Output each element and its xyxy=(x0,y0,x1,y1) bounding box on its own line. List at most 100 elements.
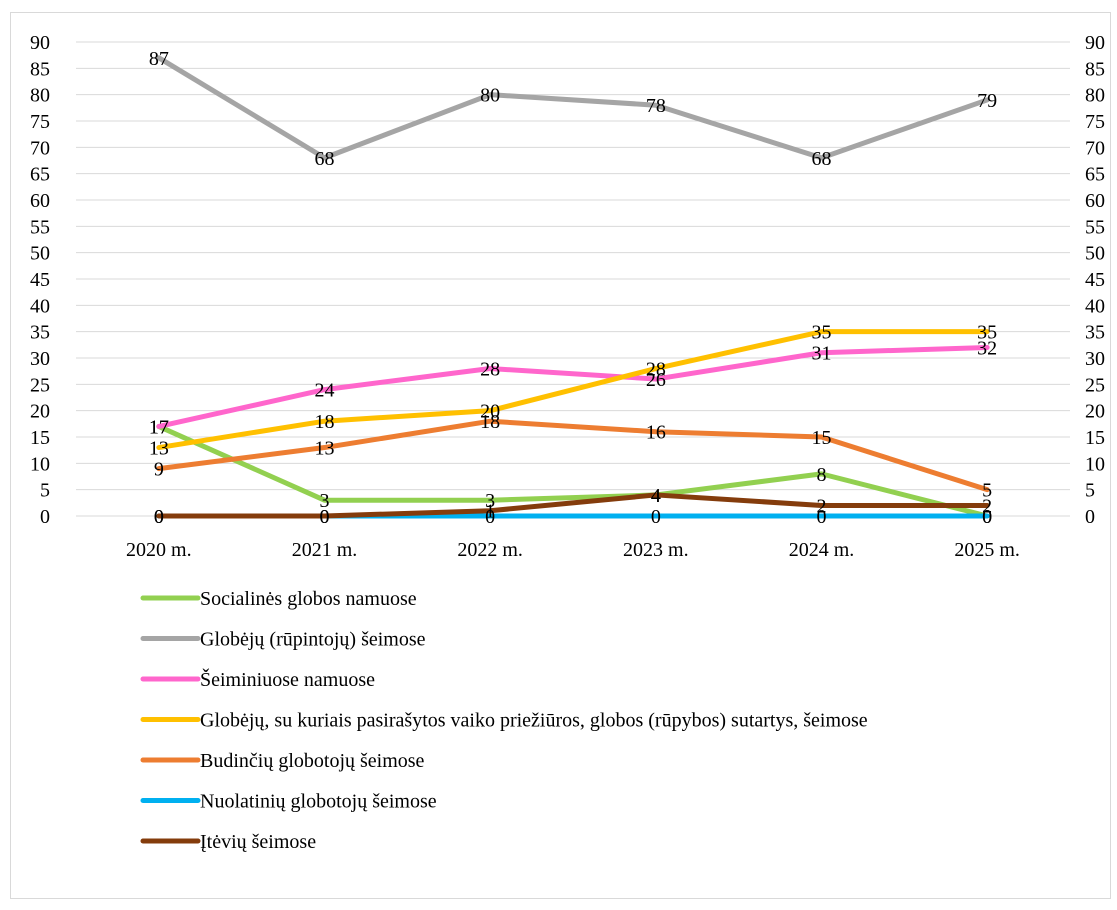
gridlines xyxy=(76,41,1070,517)
data-label: 68 xyxy=(812,148,832,170)
data-label: 28 xyxy=(646,359,666,381)
x-tick-label: 2023 m. xyxy=(623,539,689,561)
data-label: 26 xyxy=(646,369,666,391)
legend-label: Įtėvių šeimose xyxy=(200,831,316,853)
y-tick-label-left: 40 xyxy=(30,295,50,317)
data-label: 18 xyxy=(480,411,500,433)
series-line xyxy=(156,492,990,519)
y-tick-label-right: 45 xyxy=(1085,269,1105,291)
data-label: 0 xyxy=(320,506,330,528)
data-label: 5 xyxy=(982,480,992,502)
series-line xyxy=(156,423,990,519)
data-label: 0 xyxy=(651,506,661,528)
y-tick-label-left: 90 xyxy=(30,32,50,54)
y-tick-label-left: 15 xyxy=(30,427,50,449)
data-label: 0 xyxy=(154,506,164,528)
y-tick-label-left: 60 xyxy=(30,190,50,212)
x-tick-label: 2020 m. xyxy=(126,539,192,561)
data-label: 87 xyxy=(149,48,169,70)
legend-label: Globėjų (rūpintojų) šeimose xyxy=(200,629,426,651)
y-tick-label-right: 10 xyxy=(1085,453,1105,475)
legend-label: Budinčių globotojų šeimose xyxy=(200,750,425,772)
y-tick-label-left: 10 xyxy=(30,453,50,475)
x-tick-label: 2022 m. xyxy=(457,539,523,561)
y-axis-left: 0 5 10 15 20 25 30 35 40 45 50 55 60 65 70 75 80 85 90 xyxy=(30,32,50,528)
series-line xyxy=(156,344,990,429)
series-line xyxy=(156,329,990,451)
data-label: 4 xyxy=(651,485,661,507)
y-tick-label-left: 30 xyxy=(30,348,50,370)
data-label: 24 xyxy=(315,380,335,402)
data-label: 3 xyxy=(320,490,330,512)
data-label: 4 xyxy=(651,485,661,507)
data-label: 2 xyxy=(982,495,992,517)
data-label: 15 xyxy=(812,427,832,449)
data-label: 8 xyxy=(817,464,827,486)
y-tick-label-left: 55 xyxy=(30,216,50,238)
y-tick-label-left: 5 xyxy=(40,480,50,502)
legend: Socialinės globos namuose Globėjų (rūpint… xyxy=(140,588,868,853)
x-tick-label: 2024 m. xyxy=(789,539,855,561)
data-label: 0 xyxy=(485,506,495,528)
y-tick-label-left: 70 xyxy=(30,137,50,159)
y-tick-label-right: 5 xyxy=(1085,480,1095,502)
y-tick-label-left: 20 xyxy=(30,401,50,423)
data-label: 9 xyxy=(154,459,164,481)
data-label: 79 xyxy=(977,90,997,112)
y-tick-label-right: 35 xyxy=(1085,322,1105,344)
y-tick-label-right: 90 xyxy=(1085,32,1105,54)
y-tick-label-left: 50 xyxy=(30,243,50,265)
y-tick-label-right: 40 xyxy=(1085,295,1105,317)
chart-border xyxy=(10,12,1111,899)
x-tick-label: 2025 m. xyxy=(954,539,1020,561)
y-tick-label-left: 85 xyxy=(30,58,50,80)
y-tick-label-right: 15 xyxy=(1085,427,1105,449)
legend-label: Socialinės globos namuose xyxy=(200,588,417,610)
data-label: 3 xyxy=(485,490,495,512)
y-tick-label-right: 60 xyxy=(1085,190,1105,212)
y-tick-label-left: 75 xyxy=(30,111,50,133)
data-label: 80 xyxy=(480,85,500,107)
y-tick-label-left: 25 xyxy=(30,374,50,396)
y-tick-label-right: 20 xyxy=(1085,401,1105,423)
y-tick-label-right: 85 xyxy=(1085,58,1105,80)
data-label: 13 xyxy=(315,438,335,460)
y-tick-label-right: 70 xyxy=(1085,137,1105,159)
legend-label: Globėjų, su kuriais pasirašytos vaiko pr… xyxy=(200,710,868,732)
y-tick-label-left: 65 xyxy=(30,164,50,186)
data-label: 0 xyxy=(817,506,827,528)
data-label: 17 xyxy=(149,416,169,438)
y-axis-right: 0 5 10 15 20 25 30 35 40 45 50 55 60 65 70 75 80 85 90 xyxy=(1085,32,1105,528)
y-tick-label-right: 55 xyxy=(1085,216,1105,238)
legend-label: Nuolatinių globotojų šeimose xyxy=(200,791,437,813)
data-label: 0 xyxy=(982,506,992,528)
y-tick-label-right: 0 xyxy=(1085,506,1095,528)
data-label: 0 xyxy=(320,506,330,528)
y-tick-label-left: 45 xyxy=(30,269,50,291)
y-tick-label-right: 50 xyxy=(1085,243,1105,265)
data-label: 35 xyxy=(812,322,832,344)
data-label: 31 xyxy=(812,343,832,365)
data-label: 0 xyxy=(154,506,164,528)
y-tick-label-right: 65 xyxy=(1085,164,1105,186)
data-label: 16 xyxy=(646,422,666,444)
data-label: 2 xyxy=(817,495,827,517)
data-label: 28 xyxy=(480,359,500,381)
y-tick-label-right: 80 xyxy=(1085,85,1105,107)
data-label: 32 xyxy=(977,337,997,359)
y-tick-label-right: 30 xyxy=(1085,348,1105,370)
data-label: 20 xyxy=(480,401,500,423)
data-label: 13 xyxy=(149,438,169,460)
legend-label: Šeiminiuose namuose xyxy=(200,667,375,691)
data-label: 35 xyxy=(977,322,997,344)
y-tick-label-left: 0 xyxy=(40,506,50,528)
series-lines xyxy=(156,55,990,519)
y-tick-label-left: 80 xyxy=(30,85,50,107)
x-tick-label: 2021 m. xyxy=(292,539,358,561)
data-label: 18 xyxy=(315,411,335,433)
data-label: 17 xyxy=(149,416,169,438)
series-line xyxy=(156,418,990,493)
